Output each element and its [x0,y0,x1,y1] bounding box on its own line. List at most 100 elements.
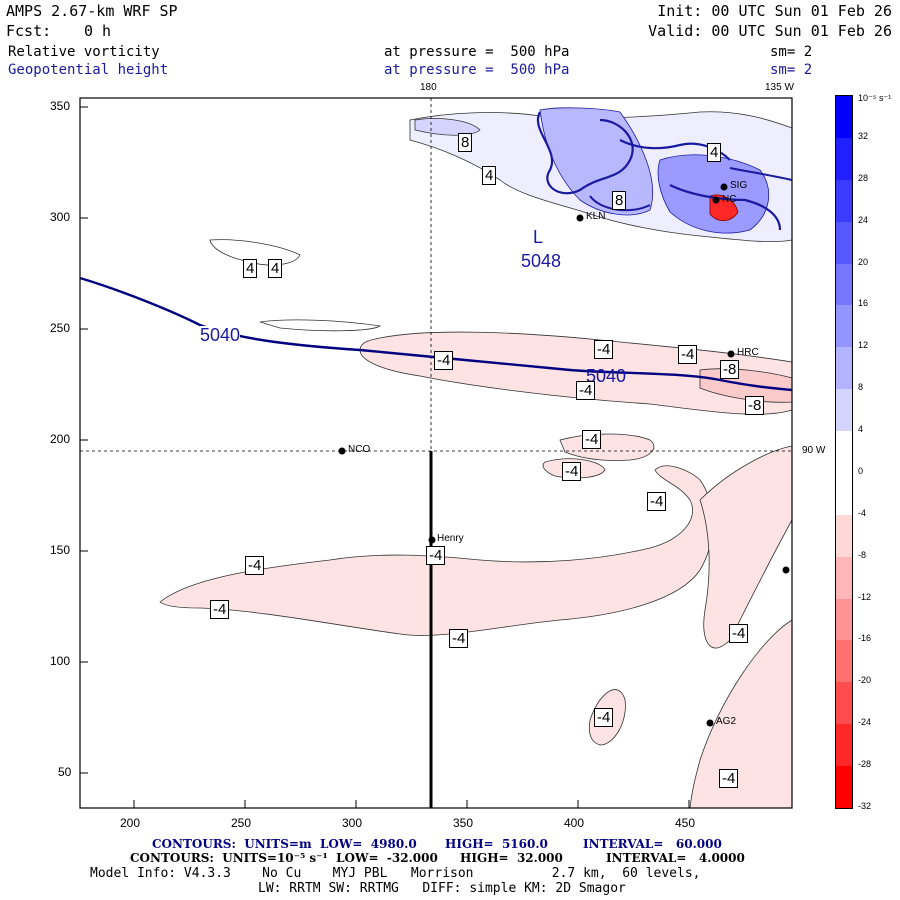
lon-label-180: 180 [420,82,437,93]
colorbar-swatch [836,96,852,139]
colorbar-label: -16 [858,633,872,644]
colorbar-label: 24 [858,214,869,225]
low-center-marker: L [533,227,544,247]
colorbar-swatch [836,472,852,516]
station-dot-henry [428,536,436,544]
vort-label: -4 [594,340,614,359]
y-tick-label: 250 [50,321,71,335]
colorbar-label: -32 [858,801,872,811]
contour-vort-info-interval: INTERVAL= 4.0000 [606,851,745,865]
station-label-ag2: AG2 [716,716,737,727]
height-label-east: 5040 [586,366,627,386]
vort-label: -4 [582,430,602,449]
field1-smoothing: sm= 2 [770,44,813,60]
colorbar-unit: 10⁻⁵ s⁻¹ [858,93,892,103]
lon-label-90w: 90 W [802,445,826,456]
vort-label: -4 [594,708,614,727]
low-center-value: 5048 [521,251,562,271]
colorbar-swatch [836,724,852,767]
forecast-label: Fcst: [6,22,52,40]
x-tick-label: 450 [675,816,696,830]
colorbar-swatch [836,263,852,306]
x-tick-label: 350 [453,816,474,830]
vort-label: -4 [245,556,265,575]
vort-label: 4 [707,143,722,162]
valid-time: Valid: 00 UTC Sun 01 Feb 26 [648,22,892,40]
vort-label: 4 [482,166,497,185]
colorbar-label: 16 [858,298,869,309]
field1-name: Relative vorticity [8,44,160,60]
init-time: Init: 00 UTC Sun 01 Feb 26 [657,2,892,20]
y-tick-label: 350 [50,99,71,113]
colorbar [835,95,853,809]
contour-height-info-interval: INTERVAL= 60.000 [583,837,722,851]
vort-label: -4 [576,381,596,400]
station-dot-hrc [727,350,735,358]
contour-blue-tangle-1 [536,111,634,195]
colorbar-swatch [836,514,852,558]
vort-label: -8 [720,360,740,379]
x-tick-label: 300 [342,816,363,830]
vort-label: -8 [745,396,765,415]
station-dot-east [782,566,790,574]
station-dot-nc [712,196,720,204]
y-tick-label: 100 [50,654,71,668]
contour-height-info-high: HIGH= 5160.0 [445,837,548,851]
colorbar-swatch [836,305,852,348]
station-dot-sig [720,183,728,191]
model-info-physics: Model Info: V4.3.3 No Cu MYJ PBL Morriso… [90,866,701,881]
colorbar-swatch [836,137,852,181]
colorbar-label: 28 [858,172,869,183]
vort-label: 8 [612,191,627,210]
y-tick-label: 300 [50,210,71,224]
colorbar-label: 12 [858,340,869,351]
colorbar-swatch [836,598,852,641]
colorbar-swatch [836,640,852,683]
station-dot-kln [576,214,584,222]
plot-frame [79,97,793,809]
vort-label: -4 [210,600,230,619]
x-tick-label: 250 [231,816,252,830]
vorticity-core-1 [539,107,654,216]
vort-label: -4 [678,345,698,364]
colorbar-swatch [836,179,852,223]
colorbar-label: -28 [858,759,872,770]
vorticity-band-south [159,465,713,636]
colorbar-label: -24 [858,717,872,728]
vort-label: -4 [426,546,446,565]
model-info-diffusion: LW: RRTM SW: RRTMG DIFF: simple KM: 2D S… [258,881,626,896]
colorbar-label: -4 [858,507,867,518]
contour-blue-tangle-5 [729,167,793,181]
station-label-nco: NCO [348,444,371,455]
vort-label: -4 [449,629,469,648]
y-tick-label: 50 [58,765,72,779]
contour-blue-tangle-3 [669,184,782,231]
colorbar-label: 20 [858,256,869,267]
vort-label: 8 [458,133,473,152]
lon-label-135w: 135 W [765,82,794,93]
station-dot-ag2 [706,719,714,727]
colorbar-label: -20 [858,675,872,686]
axis-ticks [80,106,690,808]
colorbar-label: 4 [858,424,864,435]
vort-label: 4 [268,259,283,278]
vort-label: -4 [719,769,739,788]
colorbar-swatch [836,682,852,725]
station-dot-nco [338,447,346,455]
contour-height-info-units: CONTOURS: UNITS=m LOW= 4980.0 [152,837,417,851]
y-tick-label: 200 [50,432,71,446]
vort-label: 4 [243,259,258,278]
forecast-value: 0 h [84,22,112,40]
contour-pos-west [209,239,301,266]
field2-smoothing: sm= 2 [770,62,813,78]
colorbar-swatch [836,556,852,600]
contour-pos-mid [259,319,382,332]
model-title: AMPS 2.67-km WRF SP [6,2,178,20]
vort-label: -4 [434,351,454,370]
station-label-kln: KLN [586,211,606,222]
x-tick-label: 200 [120,816,141,830]
colorbar-swatch [836,221,852,265]
colorbar-swatch [836,389,852,432]
colorbar-swatch [836,431,852,474]
